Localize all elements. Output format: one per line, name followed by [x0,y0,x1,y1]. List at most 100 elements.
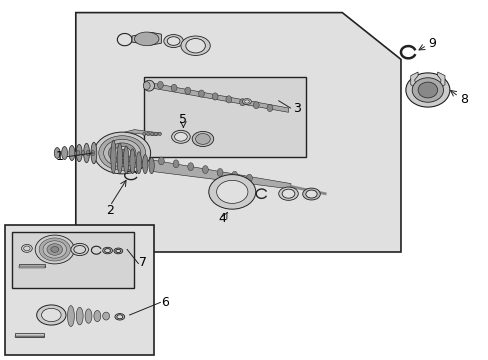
Ellipse shape [136,152,142,174]
Ellipse shape [231,171,237,179]
Ellipse shape [171,84,177,91]
Ellipse shape [192,131,213,147]
Polygon shape [437,72,444,90]
Circle shape [99,136,145,170]
Ellipse shape [54,148,60,158]
Ellipse shape [174,132,187,141]
Text: 7: 7 [139,256,147,269]
Ellipse shape [217,168,223,176]
Circle shape [108,143,136,163]
Polygon shape [151,160,290,189]
Circle shape [117,149,127,157]
Ellipse shape [102,247,112,254]
Ellipse shape [117,315,122,319]
Text: 9: 9 [427,37,435,50]
Circle shape [35,235,74,264]
Ellipse shape [76,307,83,325]
Ellipse shape [158,132,161,136]
Ellipse shape [302,188,320,200]
Ellipse shape [130,149,135,174]
Ellipse shape [181,36,210,55]
Ellipse shape [171,130,190,143]
Bar [15,333,44,337]
Ellipse shape [239,99,245,106]
Ellipse shape [102,312,109,320]
Ellipse shape [104,248,110,253]
Text: 3: 3 [293,102,301,114]
Ellipse shape [158,157,164,165]
Ellipse shape [278,187,298,200]
Ellipse shape [86,150,89,156]
Bar [19,266,45,268]
Ellipse shape [282,189,294,198]
Bar [19,264,45,267]
Ellipse shape [117,143,122,174]
Ellipse shape [225,96,231,103]
Ellipse shape [417,82,437,98]
Polygon shape [76,13,400,252]
Ellipse shape [405,73,449,107]
Circle shape [43,241,66,258]
Ellipse shape [67,306,74,327]
Circle shape [47,244,62,255]
Text: 4: 4 [218,212,226,225]
Ellipse shape [146,132,149,136]
Circle shape [113,147,131,159]
Ellipse shape [167,37,180,45]
Ellipse shape [142,132,145,136]
Ellipse shape [74,246,85,253]
Ellipse shape [266,104,272,112]
Ellipse shape [81,150,85,156]
Polygon shape [150,83,288,112]
Ellipse shape [110,140,116,174]
Ellipse shape [198,90,204,97]
Text: 8: 8 [459,93,467,105]
Ellipse shape [115,314,124,320]
Circle shape [208,175,255,209]
Ellipse shape [116,249,121,253]
Ellipse shape [143,80,154,91]
Ellipse shape [114,248,122,254]
Ellipse shape [142,155,147,174]
Ellipse shape [305,190,316,198]
Ellipse shape [69,145,75,161]
Ellipse shape [244,100,249,103]
Polygon shape [132,32,161,45]
Ellipse shape [76,150,80,156]
Ellipse shape [37,305,66,325]
Text: 2: 2 [106,204,114,217]
Ellipse shape [41,308,61,322]
Ellipse shape [185,39,205,53]
Circle shape [216,180,247,203]
Ellipse shape [21,244,32,252]
Ellipse shape [134,32,159,46]
Ellipse shape [184,87,190,94]
Ellipse shape [61,147,67,159]
Ellipse shape [94,310,101,322]
Text: 1: 1 [56,150,63,163]
Ellipse shape [150,132,153,136]
Ellipse shape [157,81,163,89]
Circle shape [39,238,70,261]
Polygon shape [124,130,161,136]
Ellipse shape [212,93,218,100]
Ellipse shape [163,35,183,48]
Bar [15,336,44,337]
Text: 6: 6 [161,296,169,309]
Ellipse shape [91,150,95,156]
Ellipse shape [173,160,179,168]
Ellipse shape [154,132,157,136]
Circle shape [103,139,141,167]
Ellipse shape [83,143,89,163]
Ellipse shape [246,174,252,182]
Ellipse shape [76,144,82,162]
Ellipse shape [85,309,92,323]
Ellipse shape [123,146,129,174]
Ellipse shape [71,243,88,256]
Ellipse shape [411,78,443,102]
Bar [5,225,154,355]
Ellipse shape [91,142,97,164]
Ellipse shape [187,163,193,171]
Bar [12,232,134,288]
Circle shape [94,132,150,174]
